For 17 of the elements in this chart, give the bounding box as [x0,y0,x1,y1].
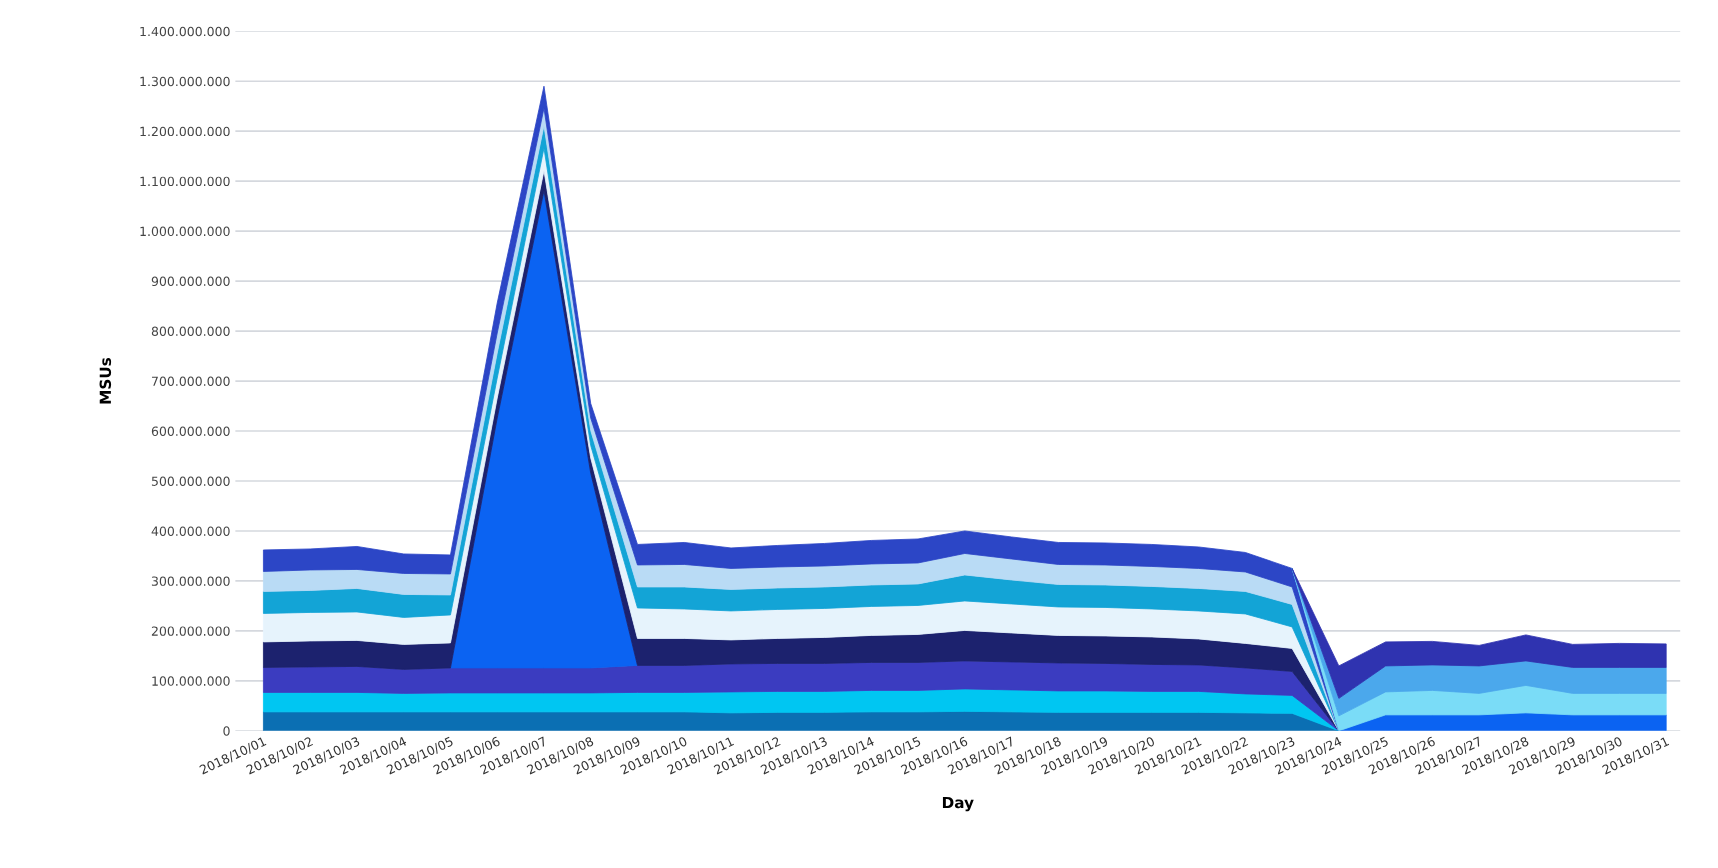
y-tick-label: 1.100.000.000 [140,176,230,187]
y-tick-label: 1.400.000.000 [140,26,230,37]
y-tick-label: 800.000.000 [151,326,230,337]
x-axis-title: Day [942,796,974,812]
y-axis-title: MSUs [99,357,112,404]
y-tick-label: 400.000.000 [151,526,230,536]
y-tick-label: 200.000.000 [151,626,230,636]
y-tick-label: 1.000.000.000 [140,226,230,237]
y-tick-label: 100.000.000 [152,676,230,686]
y-tick-label: 1.200.000.000 [140,126,230,137]
y-tick-label: 300.000.000 [151,576,230,586]
y-tick-label: 0 [223,726,230,736]
y-tick-label: 700.000.000 [152,376,230,386]
y-tick-label: 500.000.000 [151,476,230,486]
y-tick-label: 600.000.000 [151,426,230,436]
y-tick-label: 900.000.000 [151,276,230,287]
y-tick-label: 1.300.000.000 [140,76,230,87]
